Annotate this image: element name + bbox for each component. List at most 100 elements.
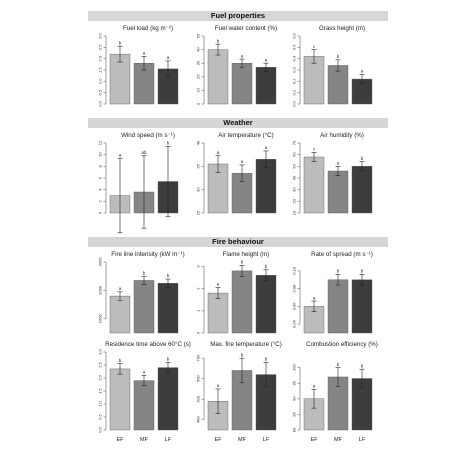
chart-title: Grass height (m) bbox=[319, 25, 365, 32]
significance-letter: b bbox=[337, 269, 340, 274]
chart-title: Combustion efficiency (%) bbox=[306, 341, 378, 348]
y-tick-label: 85 bbox=[292, 411, 297, 416]
y-tick-label: 0 bbox=[196, 102, 201, 105]
significance-letter: a bbox=[143, 370, 146, 375]
significance-letter: a bbox=[313, 295, 316, 300]
y-tick-label: 0.0 bbox=[98, 100, 103, 106]
y-tick-label: 1000 bbox=[98, 314, 103, 324]
y-tick-label: 2.5 bbox=[98, 361, 103, 367]
y-tick-label: 40 bbox=[196, 140, 201, 145]
y-tick-label: 700 bbox=[196, 354, 201, 361]
y-tick-label: 0.04 bbox=[292, 319, 297, 328]
y-tick-label: 0.2 bbox=[292, 78, 297, 84]
bar-ef bbox=[303, 156, 325, 214]
significance-letter: c bbox=[313, 147, 316, 152]
significance-letter: a bbox=[119, 286, 122, 291]
section-header-fire-behaviour: Fire behaviour bbox=[88, 237, 388, 247]
significance-letter: b bbox=[119, 40, 122, 45]
y-tick-label: 2 bbox=[196, 287, 201, 290]
y-tick-label: 8 bbox=[98, 164, 103, 167]
y-tick-label: 12 bbox=[98, 140, 103, 145]
y-tick-label: 2 bbox=[98, 199, 103, 202]
significance-letter: b bbox=[241, 260, 244, 265]
y-tick-label: 3.0 bbox=[98, 348, 103, 354]
y-tick-label: 0.4 bbox=[292, 55, 297, 61]
y-tick-label: 0 bbox=[98, 211, 103, 214]
y-tick-label: 20 bbox=[292, 198, 297, 203]
y-tick-label: 0.5 bbox=[98, 413, 103, 419]
chart-title: Air temperature (°C) bbox=[218, 132, 273, 139]
y-tick-label: 90 bbox=[292, 396, 297, 401]
y-tick-label: 40 bbox=[292, 175, 297, 180]
significance-letter: b bbox=[241, 352, 244, 357]
significance-letter: a bbox=[167, 55, 170, 60]
y-tick-label: 30 bbox=[292, 187, 297, 192]
significance-letter: b bbox=[217, 38, 220, 43]
bar-lf bbox=[157, 283, 179, 334]
y-tick-label: 0.08 bbox=[292, 284, 297, 293]
y-tick-label: 0.1 bbox=[292, 89, 297, 95]
y-tick-label: 1.5 bbox=[98, 66, 103, 72]
section-title: Fire behaviour bbox=[212, 237, 264, 246]
x-tick-label: EF bbox=[310, 437, 318, 443]
chart-title: Wind speed (m s⁻¹) bbox=[121, 132, 175, 139]
y-tick-label: 40 bbox=[196, 47, 201, 52]
significance-letter: a bbox=[241, 159, 244, 164]
y-tick-label: 50 bbox=[196, 33, 201, 38]
significance-letter: a bbox=[337, 161, 340, 166]
significance-letter: b bbox=[361, 269, 364, 274]
significance-letter: b bbox=[361, 156, 364, 161]
significance-letter: b bbox=[361, 363, 364, 368]
y-tick-label: 0.3 bbox=[292, 66, 297, 72]
significance-letter: b bbox=[265, 356, 268, 361]
y-tick-label: 0.06 bbox=[292, 302, 297, 311]
y-tick-label: 0.0 bbox=[292, 100, 297, 106]
y-tick-label: 95 bbox=[292, 380, 297, 385]
chart-title: Flame height (m) bbox=[223, 251, 270, 258]
x-tick-label: LF bbox=[359, 437, 366, 443]
y-tick-label: 10 bbox=[196, 87, 201, 92]
significance-letter: a bbox=[313, 384, 316, 389]
y-tick-label: 0.10 bbox=[292, 266, 297, 275]
significance-letter: a bbox=[241, 53, 244, 58]
y-tick-label: 1.0 bbox=[98, 400, 103, 406]
y-tick-label: 0.5 bbox=[292, 44, 297, 50]
y-tick-label: 30 bbox=[196, 187, 201, 192]
significance-letter: b bbox=[143, 270, 146, 275]
bar-mf bbox=[231, 63, 253, 105]
significance-letter: b bbox=[167, 357, 170, 362]
x-tick-label: LF bbox=[263, 437, 270, 443]
y-tick-label: 60 bbox=[292, 152, 297, 157]
y-tick-label: 0.6 bbox=[292, 32, 297, 38]
y-tick-label: 2.0 bbox=[98, 374, 103, 380]
y-tick-label: 25 bbox=[196, 210, 201, 215]
bar-lf bbox=[157, 367, 179, 431]
bar-mf bbox=[133, 380, 155, 431]
bar-lf bbox=[255, 275, 277, 334]
significance-letter: a bbox=[143, 51, 146, 56]
y-tick-label: 3 bbox=[196, 265, 201, 268]
x-tick-label: MF bbox=[334, 437, 343, 443]
y-tick-label: 6 bbox=[98, 176, 103, 179]
significance-letter: a bbox=[265, 57, 268, 62]
x-tick-label: EF bbox=[214, 437, 222, 443]
x-tick-label: EF bbox=[116, 437, 124, 443]
bar-mf bbox=[133, 280, 155, 334]
x-tick-label: LF bbox=[165, 437, 172, 443]
significance-letter: b bbox=[167, 273, 170, 278]
chart-title: Fuel load (kg m⁻²) bbox=[123, 25, 173, 32]
y-tick-label: 35 bbox=[196, 163, 201, 168]
x-tick-label: MF bbox=[238, 437, 247, 443]
significance-letter: a bbox=[217, 150, 220, 155]
chart-title: Residence time above 60°C (s) bbox=[105, 341, 191, 348]
significance-letter: a bbox=[217, 282, 220, 287]
chart-title: Air humidity (%) bbox=[320, 132, 364, 139]
significance-letter: ab bbox=[141, 150, 147, 155]
section-title: Weather bbox=[223, 118, 253, 127]
chart-title: Max. fire temperature (°C) bbox=[210, 341, 282, 348]
bar-lf bbox=[255, 67, 277, 105]
significance-letter: b bbox=[167, 141, 170, 146]
section-header-fuel-properties: Fuel properties bbox=[88, 11, 388, 21]
significance-letter: a bbox=[119, 152, 122, 157]
